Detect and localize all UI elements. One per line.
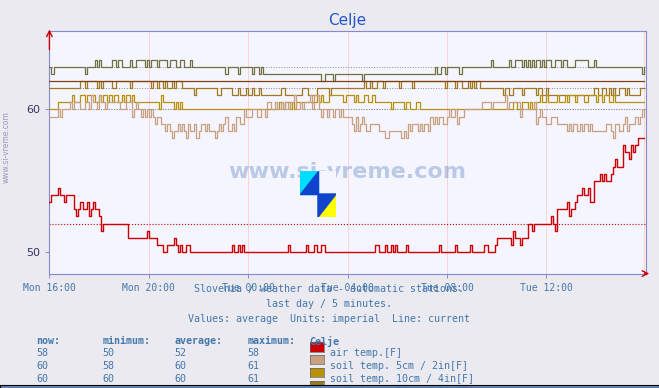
Text: -nan: -nan <box>102 387 126 388</box>
Text: minimum:: minimum: <box>102 336 150 346</box>
Text: average:: average: <box>175 336 223 346</box>
Text: www.si-vreme.com: www.si-vreme.com <box>2 111 11 184</box>
Text: Slovenia / weather data - automatic stations.: Slovenia / weather data - automatic stat… <box>194 284 465 294</box>
Text: air temp.[F]: air temp.[F] <box>330 348 401 359</box>
Text: 60: 60 <box>175 361 186 371</box>
Text: 61: 61 <box>247 374 259 384</box>
Text: last day / 5 minutes.: last day / 5 minutes. <box>266 299 393 309</box>
Polygon shape <box>318 194 336 217</box>
Text: maximum:: maximum: <box>247 336 295 346</box>
Text: soil temp. 20cm / 8in[F]: soil temp. 20cm / 8in[F] <box>330 387 474 388</box>
Title: Celje: Celje <box>329 14 366 28</box>
Text: 58: 58 <box>102 361 114 371</box>
Text: 50: 50 <box>102 348 114 359</box>
Text: -nan: -nan <box>175 387 198 388</box>
Text: www.si-vreme.com: www.si-vreme.com <box>229 162 467 182</box>
Polygon shape <box>300 171 318 194</box>
Text: 52: 52 <box>175 348 186 359</box>
Polygon shape <box>300 171 318 194</box>
Text: 61: 61 <box>247 361 259 371</box>
Text: 60: 60 <box>175 374 186 384</box>
Text: 60: 60 <box>102 374 114 384</box>
Text: 58: 58 <box>36 348 48 359</box>
Text: soil temp. 10cm / 4in[F]: soil temp. 10cm / 4in[F] <box>330 374 474 384</box>
Text: -nan: -nan <box>36 387 60 388</box>
Text: 60: 60 <box>36 374 48 384</box>
Text: 60: 60 <box>36 361 48 371</box>
Text: 58: 58 <box>247 348 259 359</box>
Polygon shape <box>318 194 336 217</box>
Text: soil temp. 5cm / 2in[F]: soil temp. 5cm / 2in[F] <box>330 361 467 371</box>
Text: now:: now: <box>36 336 60 346</box>
Text: -nan: -nan <box>247 387 271 388</box>
Text: Celje: Celje <box>310 336 340 346</box>
Text: Values: average  Units: imperial  Line: current: Values: average Units: imperial Line: cu… <box>188 314 471 324</box>
